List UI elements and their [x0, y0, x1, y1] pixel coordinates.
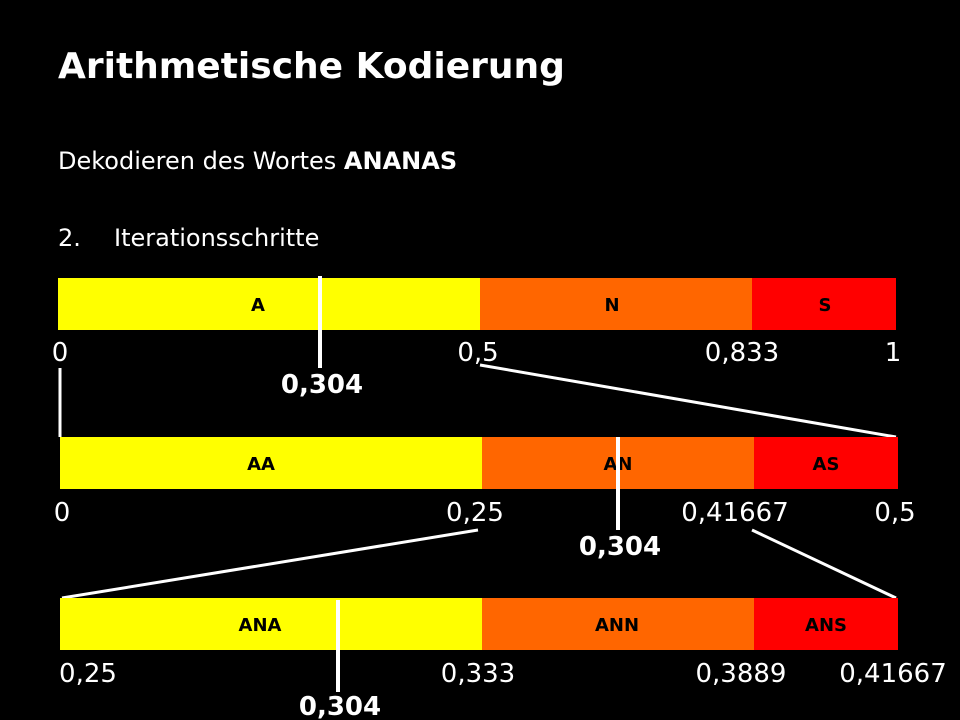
boundary-label: 0 — [54, 498, 71, 528]
step-number: 2. — [58, 224, 81, 252]
connector — [61, 528, 479, 600]
boundary-label: 0,25 — [59, 659, 117, 689]
boundary-label: 0,25 — [446, 498, 504, 528]
segment-label: AA — [247, 454, 275, 475]
connector — [479, 363, 897, 439]
subtitle-text: Dekodieren des Wortes — [58, 147, 336, 175]
boundary-label: 0,5 — [457, 338, 498, 368]
segment — [482, 598, 754, 650]
segment-label: ANS — [805, 615, 847, 636]
marker-label: 0,304 — [299, 692, 381, 720]
segment — [60, 437, 482, 489]
segment-label: A — [251, 295, 265, 316]
boundary-label: 0,41667 — [681, 498, 789, 528]
segment-label: N — [604, 295, 619, 316]
marker-label: 0,304 — [281, 370, 363, 400]
segment — [480, 278, 752, 330]
segment — [754, 437, 898, 489]
subtitle: Dekodieren des Wortes ANANAS — [58, 147, 457, 175]
boundary-label: 0,5 — [874, 498, 915, 528]
marker-label: 0,304 — [579, 532, 661, 562]
segment-label: ANA — [239, 615, 282, 636]
segment — [60, 598, 482, 650]
boundary-label: 0,833 — [705, 338, 779, 368]
subtitle-word: ANANAS — [344, 147, 457, 175]
title: Arithmetische Kodierung — [58, 46, 565, 87]
boundary-label: 0,41667 — [839, 659, 947, 689]
boundary-label: 1 — [885, 338, 902, 368]
boundary-label: 0,333 — [441, 659, 515, 689]
segment — [752, 278, 896, 330]
step-text: Iterationsschritte — [114, 224, 319, 252]
boundary-label: 0,3889 — [696, 659, 787, 689]
segment-label: S — [819, 295, 832, 316]
segment-label: AS — [813, 454, 840, 475]
segment — [754, 598, 898, 650]
boundary-label: 0 — [52, 338, 69, 368]
connector — [751, 528, 897, 600]
segment — [58, 278, 480, 330]
segment-label: ANN — [595, 615, 639, 636]
